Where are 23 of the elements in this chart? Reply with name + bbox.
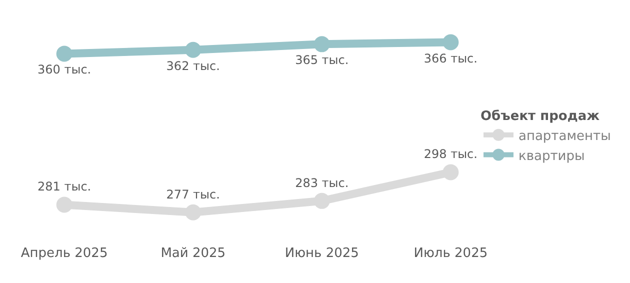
point: [442, 164, 459, 180]
point: [56, 46, 72, 62]
x-tick-label: Апрель 2025: [20, 246, 108, 261]
data-label: 283 тыс.: [295, 176, 349, 190]
x-tick-label: Июль 2025: [414, 246, 488, 261]
point: [314, 192, 330, 209]
point: [185, 204, 202, 220]
x-tick-label: Май 2025: [160, 246, 226, 261]
data-label: 360 тыс.: [38, 62, 92, 77]
data-label: 365 тыс.: [295, 53, 349, 68]
legend-label: апартаменты: [518, 128, 611, 144]
data-label: 362 тыс.: [166, 58, 220, 73]
legend-title: Объект продаж: [480, 108, 600, 124]
data-label: 277 тыс.: [166, 187, 220, 202]
x-tick-label: Июнь 2025: [284, 246, 359, 261]
legend-label: квартиры: [518, 148, 585, 164]
point: [442, 34, 459, 50]
point: [185, 42, 202, 58]
data-label: 281 тыс.: [38, 180, 92, 194]
data-label: 366 тыс.: [424, 51, 478, 66]
data-label: 298 тыс.: [424, 147, 478, 162]
point: [56, 196, 72, 213]
point: [314, 36, 330, 52]
